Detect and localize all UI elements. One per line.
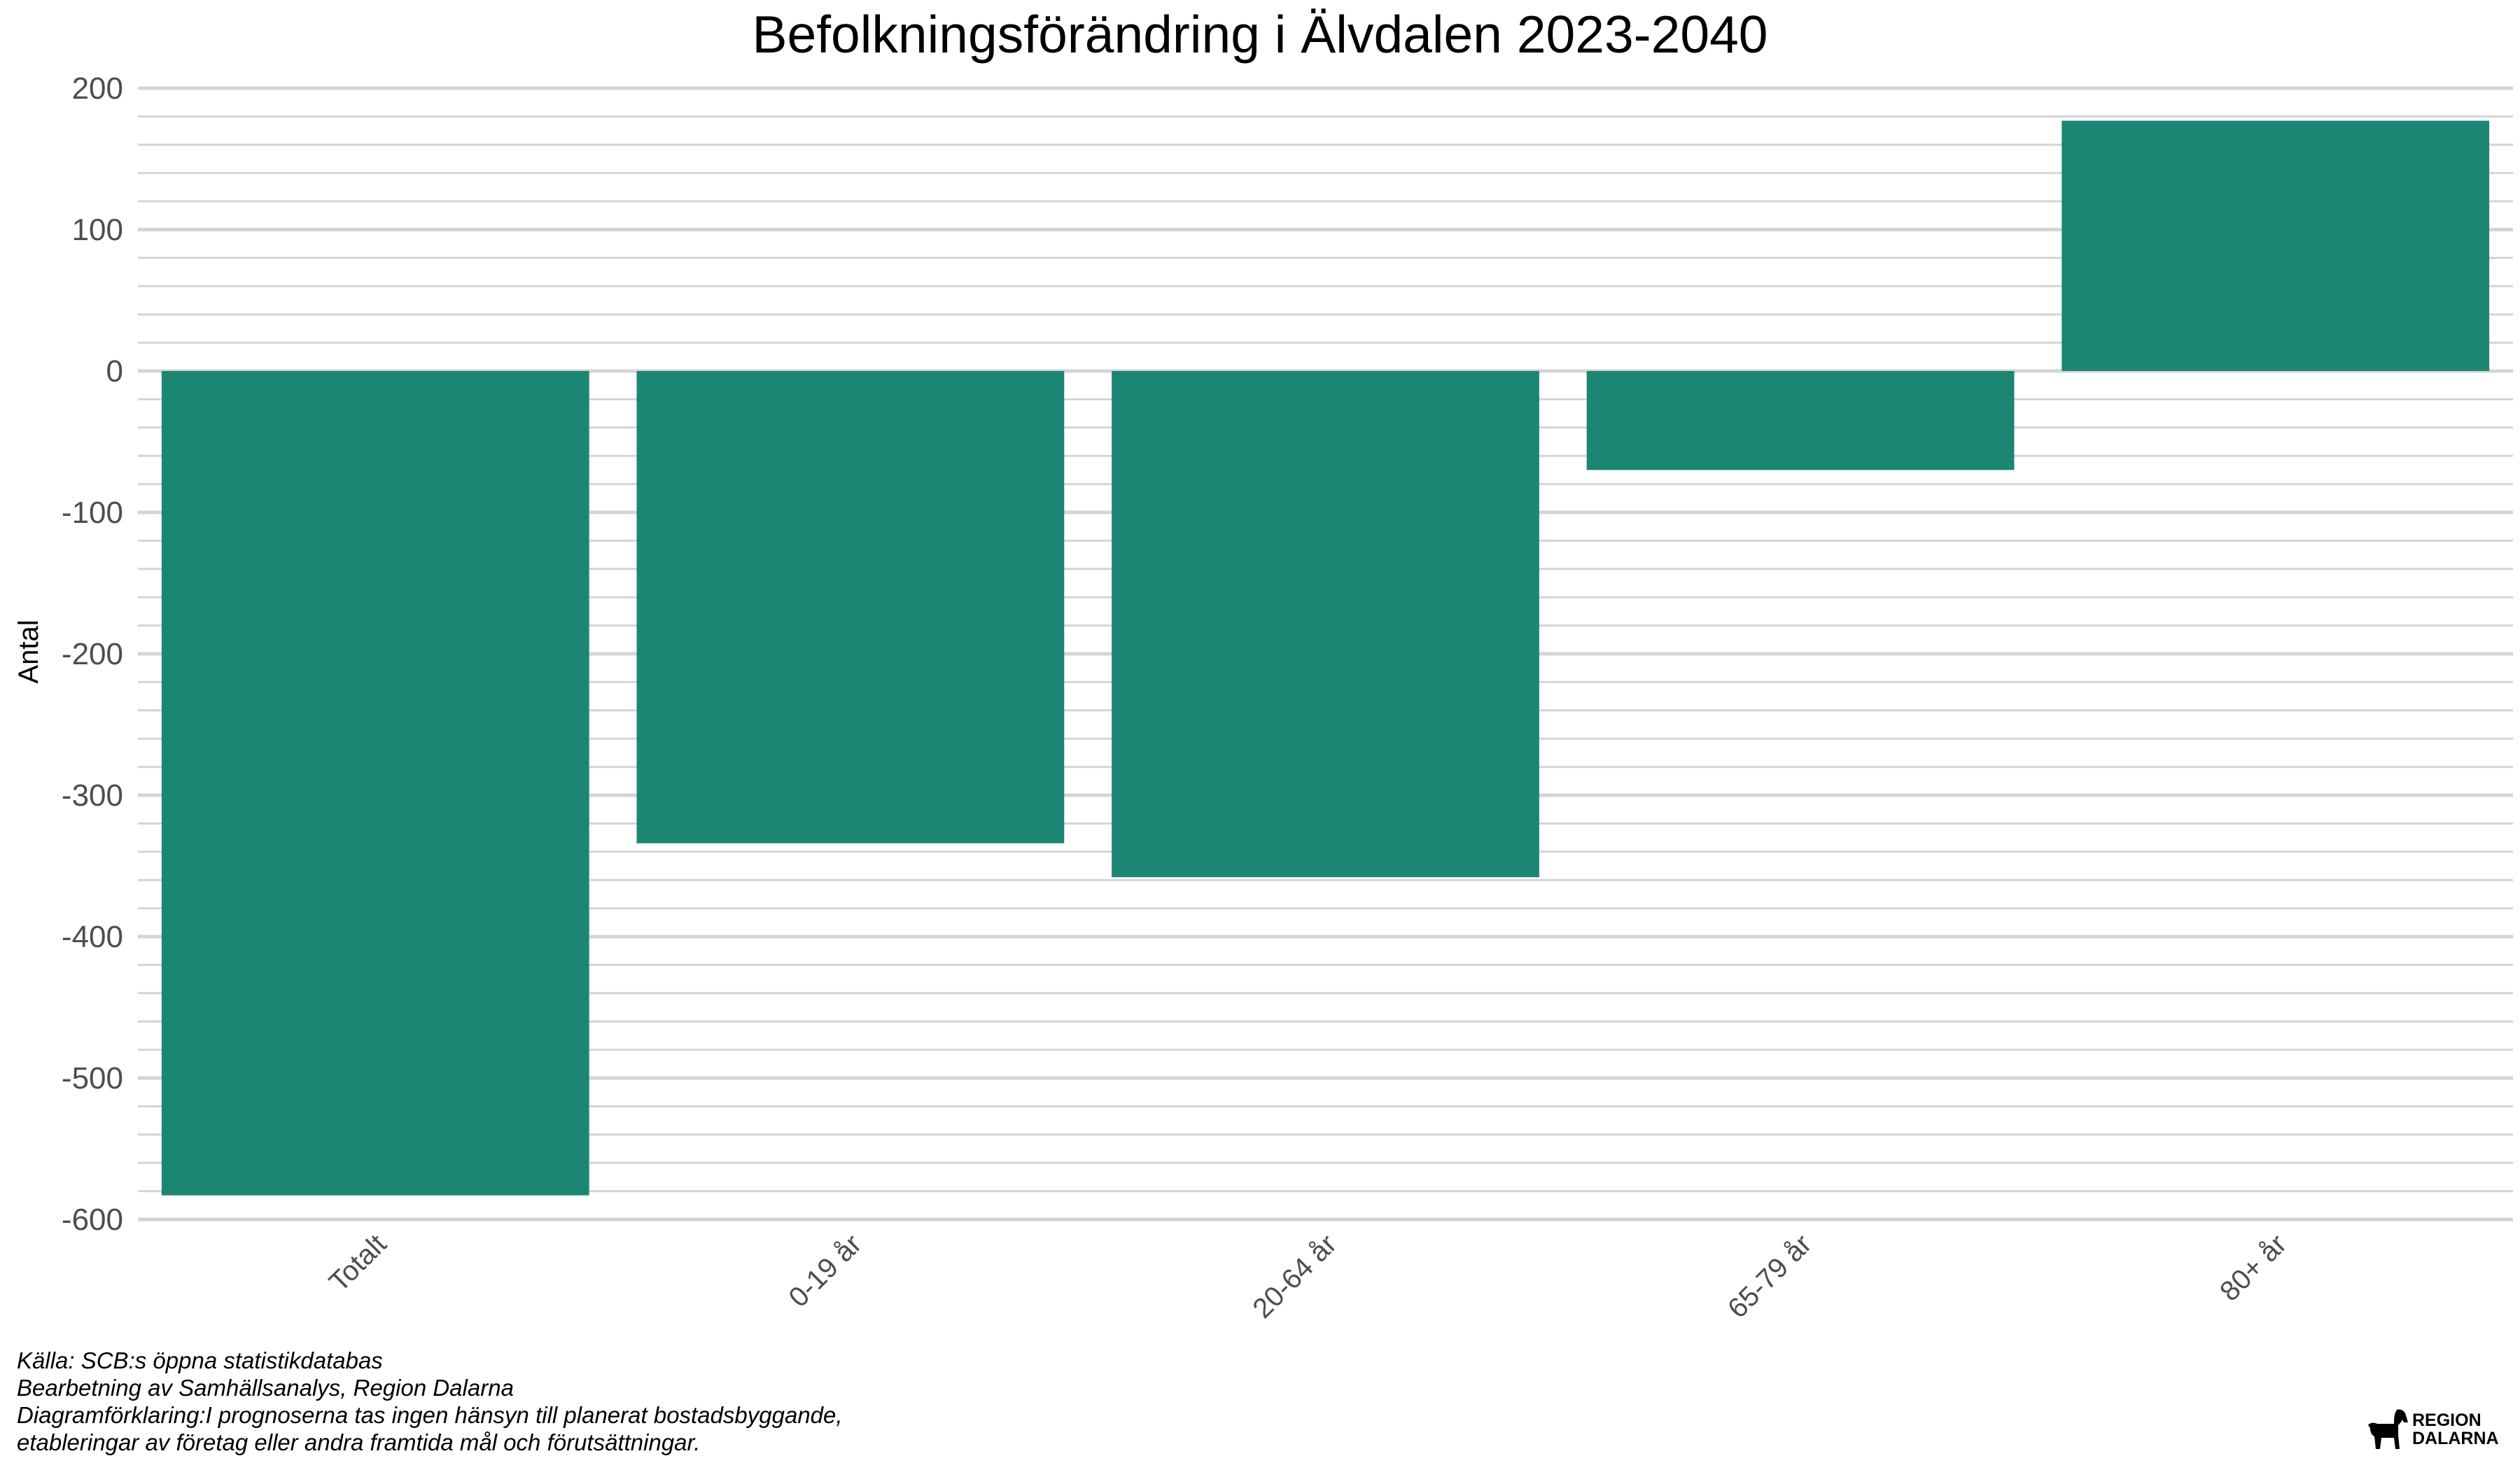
chart-caption: Källa: SCB:s öppna statistikdatabas Bear…: [17, 1347, 843, 1456]
y-tick-label: -300: [62, 778, 123, 813]
y-tick-label: 100: [72, 213, 123, 247]
logo-text: REGION DALARNA: [2412, 1411, 2499, 1448]
y-tick-label: -200: [62, 637, 123, 671]
x-tick-label: 65-79 år: [1722, 1228, 1817, 1324]
y-tick-label: -400: [62, 920, 123, 954]
bar: [1112, 371, 1539, 878]
x-tick-label: 0-19 år: [783, 1228, 868, 1313]
region-dalarna-logo: REGION DALARNA: [2366, 1407, 2499, 1452]
y-tick-label: 200: [72, 71, 123, 106]
logo-text-region: REGION: [2412, 1410, 2482, 1430]
x-axis-ticks: Totalt 0-19 år 20-64 år 65-79 år 80+ år: [323, 1228, 2292, 1324]
y-tick-label: 0: [106, 354, 123, 388]
x-tick-label: 80+ år: [2214, 1228, 2292, 1307]
logo-text-dalarna: DALARNA: [2412, 1429, 2499, 1448]
bar: [1586, 371, 2015, 470]
caption-processing: Bearbetning av Samhällsanalys, Region Da…: [17, 1375, 514, 1401]
dalahorse-icon: [2368, 1409, 2408, 1449]
bar-chart: 200 100 0 -100 -200 -300 -400 -500 -600 Totalt 0-…: [13, 5, 2513, 1324]
x-tick-label: 20-64 år: [1247, 1228, 1342, 1324]
bar: [161, 371, 589, 1196]
bar: [636, 371, 1065, 844]
bar: [2062, 120, 2490, 371]
chart-title: Befolkningsförändring i Älvdalen 2023-20…: [752, 5, 1768, 64]
y-axis-ticks: 200 100 0 -100 -200 -300 -400 -500 -600: [62, 71, 123, 1237]
y-tick-label: -500: [62, 1061, 123, 1096]
caption-source: Källa: SCB:s öppna statistikdatabas: [17, 1348, 383, 1373]
bars: [161, 120, 2490, 1196]
caption-explanation-1: Diagramförklaring:I prognoserna tas inge…: [17, 1402, 843, 1428]
y-tick-label: -600: [62, 1203, 123, 1237]
caption-explanation-2: etableringar av företag eller andra fram…: [17, 1429, 701, 1455]
x-tick-label: Totalt: [323, 1228, 393, 1298]
y-axis-label: Antal: [13, 620, 44, 683]
y-tick-label: -100: [62, 496, 123, 530]
